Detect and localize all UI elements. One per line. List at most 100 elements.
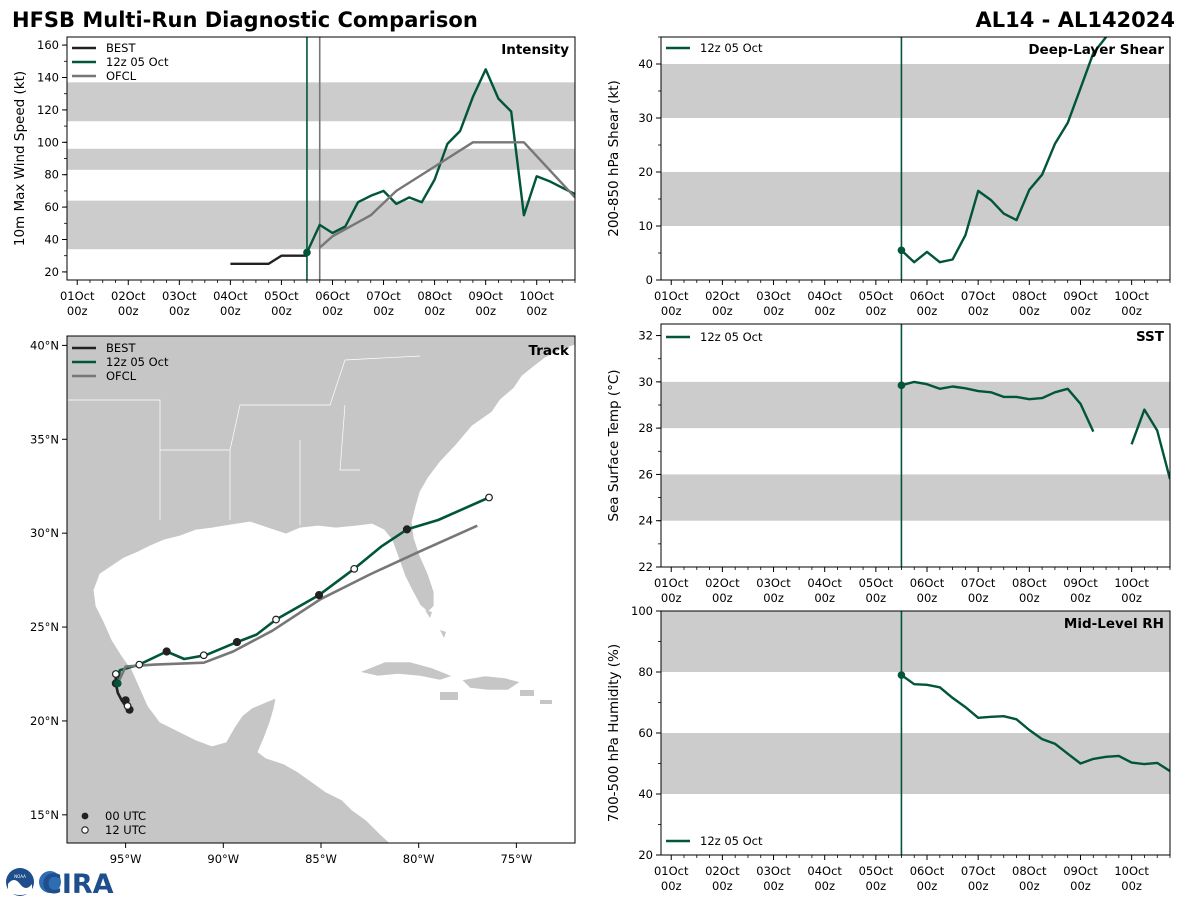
track-xtick: 95°W	[110, 852, 142, 866]
rh-xtick-sub: 00z	[917, 879, 938, 893]
sst-ytick: 32	[638, 329, 653, 343]
track-marker-00z	[232, 637, 242, 647]
track-xtick: 90°W	[207, 852, 239, 866]
shear-series-0	[900, 37, 1108, 264]
rh-xtick: 09Oct	[1063, 864, 1098, 878]
shear-xtick: 03Oct	[756, 289, 791, 303]
noaa-wave-icon	[8, 880, 32, 895]
sst-xtick: 10Oct	[1114, 576, 1149, 590]
intensity-xtick: 10Oct	[519, 289, 554, 303]
intensity-xtick-sub: 00z	[322, 304, 343, 318]
track-marker-12z	[123, 702, 132, 710]
intensity-xtick-sub: 00z	[373, 304, 394, 318]
intensity-xtick-sub: 00z	[220, 304, 241, 318]
shear-band-1	[661, 64, 1170, 118]
rh-ylabel: 700-500 hPa Humidity (%)	[606, 644, 622, 822]
shear-xtick: 02Oct	[705, 289, 740, 303]
sst-band-1	[661, 381, 1170, 429]
rh-band-0	[661, 733, 1170, 794]
intensity-xtick-sub: 00z	[67, 304, 88, 318]
shear-xtick-sub: 00z	[1070, 304, 1091, 318]
sst-xtick: 04Oct	[807, 576, 842, 590]
sst-band-0	[661, 474, 1170, 521]
intensity-xtick-sub: 00z	[526, 304, 547, 318]
track-legend-12z-marker	[81, 826, 89, 834]
intensity-xtick: 01Oct	[60, 289, 95, 303]
sst-xtick-sub: 00z	[1121, 591, 1142, 605]
rh-xtick: 01Oct	[654, 864, 689, 878]
sst-ytick: 28	[638, 421, 653, 435]
shear-panel: 01020304001Oct00z02Oct00z03Oct00z04Oct00…	[606, 36, 1171, 318]
rh-xtick-sub: 00z	[968, 879, 989, 893]
intensity-xtick-sub: 00z	[271, 304, 292, 318]
rh-xtick: 10Oct	[1114, 864, 1149, 878]
sst-ytick: 24	[638, 514, 653, 528]
sst-xtick-sub: 00z	[968, 591, 989, 605]
sst-xtick-sub: 00z	[712, 591, 733, 605]
shear-ytick: 20	[638, 165, 653, 179]
shear-xtick: 05Oct	[859, 289, 894, 303]
intensity-xtick: 05Oct	[264, 289, 299, 303]
rh-xtick: 05Oct	[859, 864, 894, 878]
shear-xtick-sub: 00z	[712, 304, 733, 318]
intensity-xtick-sub: 00z	[475, 304, 496, 318]
rh-xtick: 04Oct	[807, 864, 842, 878]
intensity-ytick: 120	[37, 103, 59, 117]
track-xtick: 75°W	[501, 852, 533, 866]
rh-band-1	[661, 611, 1170, 672]
track-ytick: 35°N	[30, 432, 59, 446]
intensity-ytick: 100	[37, 135, 59, 149]
track-init-dot	[114, 679, 122, 688]
rh-panel: 2040608010001Oct00z02Oct00z03Oct00z04Oct…	[606, 604, 1171, 893]
shear-xtick-sub: 00z	[763, 304, 784, 318]
shear-legend-label: 12z 05 Oct	[700, 41, 763, 55]
shear-ylabel: 200-850 hPa Shear (kt)	[606, 80, 622, 237]
sst-xtick: 03Oct	[756, 576, 791, 590]
track-ytick: 25°N	[30, 620, 59, 634]
shear-band-0	[661, 172, 1170, 226]
rh-ytick: 80	[638, 665, 653, 679]
intensity-init-dot	[303, 248, 311, 257]
track-xtick: 85°W	[305, 852, 337, 866]
rh-xtick-sub: 00z	[1070, 879, 1091, 893]
shear-xtick: 07Oct	[961, 289, 996, 303]
rh-series-0	[900, 674, 1170, 773]
sst-xtick: 06Oct	[910, 576, 945, 590]
intensity-xtick-sub: 00z	[169, 304, 190, 318]
shear-ytick: 10	[638, 219, 653, 233]
sst-ytick: 30	[638, 375, 653, 389]
track-series-1	[116, 496, 490, 684]
sst-xtick-sub: 00z	[917, 591, 938, 605]
intensity-band-1	[67, 148, 575, 170]
sst-xtick-sub: 00z	[661, 591, 682, 605]
rh-xtick-sub: 00z	[763, 879, 784, 893]
rh-xtick-sub: 00z	[661, 879, 682, 893]
rh-legend-label: 12z 05 Oct	[700, 834, 763, 848]
shear-ytick: 0	[646, 273, 653, 287]
intensity-xtick: 06Oct	[315, 289, 350, 303]
sst-panel: 22242628303201Oct00z02Oct00z03Oct00z04Oc…	[606, 323, 1171, 605]
figure-title: HFSB Multi-Run Diagnostic Comparison	[12, 8, 478, 32]
shear-xtick: 10Oct	[1114, 289, 1149, 303]
intensity-series-2	[318, 141, 575, 249]
intensity-ylabel: 10m Max Wind Speed (kt)	[12, 71, 28, 246]
intensity-ytick: 40	[44, 233, 59, 247]
sst-xtick: 09Oct	[1063, 576, 1098, 590]
cira-globe-icon	[39, 871, 61, 893]
sst-legend-label: 12z 05 Oct	[700, 330, 763, 344]
sst-xtick: 05Oct	[859, 576, 894, 590]
intensity-xtick-sub: 00z	[424, 304, 445, 318]
shear-frame	[660, 36, 1171, 281]
shear-xtick: 04Oct	[807, 289, 842, 303]
sst-frame	[660, 323, 1171, 568]
sst-ylabel: Sea Surface Temp (°C)	[606, 369, 622, 521]
track-legend-label: OFCL	[106, 369, 137, 383]
cira-logo: NOAA CIRA	[6, 868, 114, 900]
noaa-seal-text: NOAA	[14, 874, 26, 879]
intensity-legend-label: BEST	[106, 41, 136, 55]
intensity-title: Intensity	[501, 42, 569, 58]
sst-xtick: 08Oct	[1012, 576, 1047, 590]
rh-ytick: 20	[638, 848, 653, 862]
sst-series-0	[901, 380, 1095, 433]
